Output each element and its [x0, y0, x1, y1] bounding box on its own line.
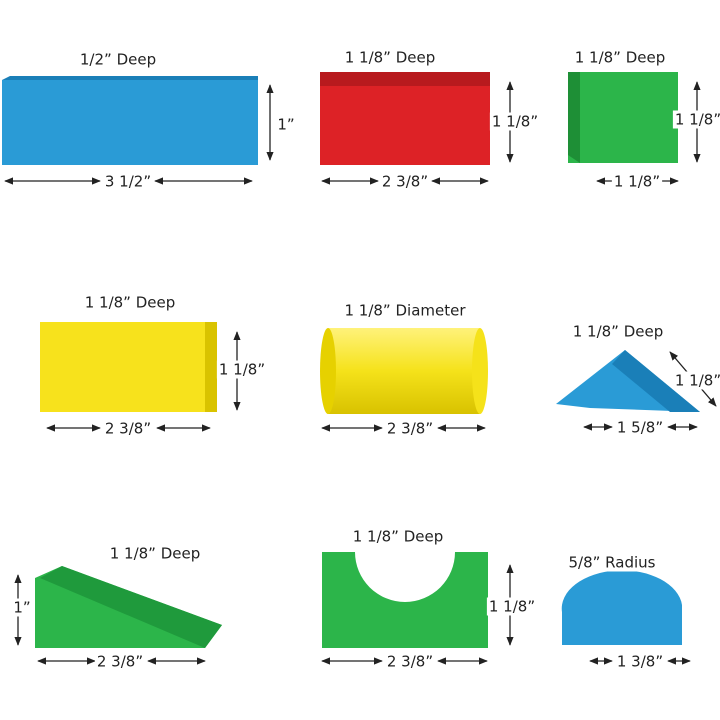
label-background [614, 418, 666, 437]
height-label: 1 1/8” [675, 111, 720, 129]
label-background [82, 293, 178, 312]
height-label: 1 1/8” [675, 372, 720, 390]
blue-block [2, 80, 258, 165]
label-background [570, 322, 666, 341]
depth-label: 1 1/8” Deep [353, 528, 444, 546]
label-background [102, 172, 154, 191]
label-background [379, 172, 431, 191]
label-background [672, 371, 720, 390]
green-cube [568, 72, 678, 163]
label-background [11, 598, 33, 617]
height-label: 1” [13, 599, 30, 617]
blue-half-round [561, 570, 682, 645]
label-background [489, 112, 541, 131]
label-background [275, 115, 297, 134]
label-background [102, 419, 154, 438]
cylinder-end [320, 328, 336, 414]
labels: 1/2” Deep 1” 3 1/2” 1 1/8” Deep 1 1/8” 2… [11, 48, 720, 671]
label-background [216, 360, 268, 379]
radius-label: 5/8” Radius [569, 554, 656, 572]
height-label: 1 1/8” [492, 113, 538, 131]
height-label: 1 1/8” [219, 361, 265, 379]
depth-label: 1 1/8” Deep [345, 49, 436, 67]
label-background [384, 652, 436, 671]
yellow-block [40, 322, 217, 412]
yellow-cylinder [328, 328, 480, 414]
shapes [2, 72, 700, 648]
blue-block-top [2, 76, 258, 80]
depth-label: 1 1/8” Deep [85, 294, 176, 312]
label-background [342, 301, 469, 320]
green-ramp-top [40, 566, 222, 648]
depth-label: 1 1/8” Deep [110, 545, 201, 563]
red-block-top [320, 72, 490, 86]
green-cube-side [568, 72, 580, 163]
width-label: 1 5/8” [617, 419, 663, 437]
label-background [350, 527, 446, 546]
label-background [672, 110, 720, 129]
width-label: 3 1/2” [105, 173, 151, 191]
width-label: 2 3/8” [387, 420, 433, 438]
width-label: 1 1/8” [614, 173, 660, 191]
label-background [94, 652, 146, 671]
label-background [486, 597, 538, 616]
height-label: 1 1/8” [489, 598, 535, 616]
depth-label: 1 1/8” Deep [575, 49, 666, 67]
label-background [77, 50, 159, 69]
label-background [384, 419, 436, 438]
depth-label: 1 1/8” Deep [573, 323, 664, 341]
width-label: 2 3/8” [97, 653, 143, 671]
label-background [342, 48, 438, 67]
depth-label: 1/2” Deep [80, 51, 156, 69]
red-block [320, 72, 490, 165]
label-background [572, 48, 668, 67]
label-background [566, 553, 658, 572]
label-background [614, 652, 666, 671]
label-background [107, 544, 203, 563]
width-label: 2 3/8” [382, 173, 428, 191]
label-background [611, 172, 663, 191]
width-label: 1 3/8” [617, 653, 663, 671]
yellow-block-side [205, 322, 217, 412]
depth-label: 1 1/8” Diameter [344, 302, 466, 320]
width-label: 2 3/8” [105, 420, 151, 438]
green-arch [322, 552, 488, 648]
cylinder-end [472, 328, 488, 414]
height-label: 1” [277, 116, 294, 134]
width-label: 2 3/8” [387, 653, 433, 671]
